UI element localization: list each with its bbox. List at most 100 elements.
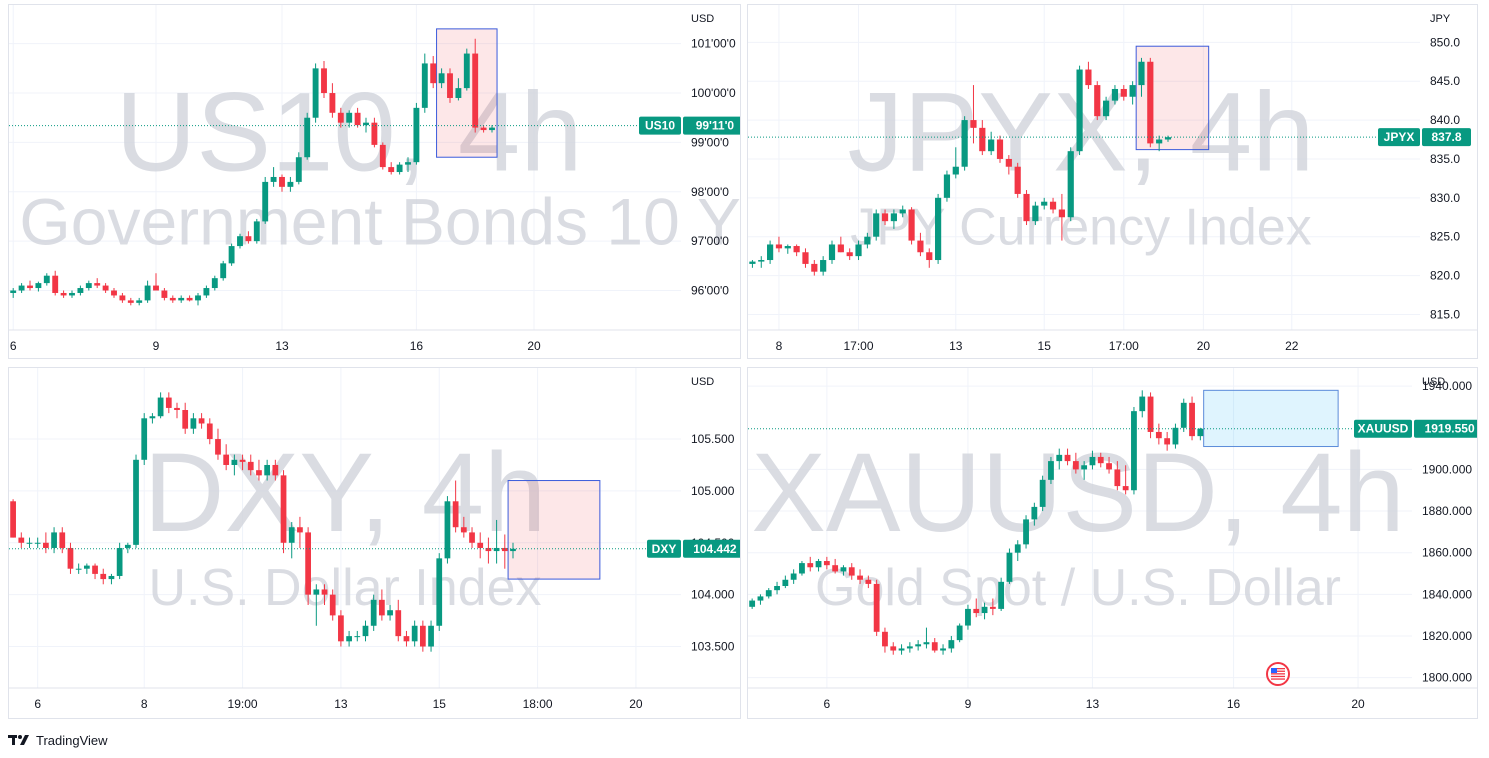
dxy-watermark-title: DXY, 4h <box>144 430 547 555</box>
dxy-highlight-box[interactable] <box>507 480 601 580</box>
candle <box>1031 502 1038 526</box>
us10-last-price-badge <box>683 116 740 135</box>
candle <box>1085 61 1092 89</box>
candle <box>793 244 800 257</box>
candle-body <box>1155 431 1162 439</box>
jpyx-highlight-box[interactable] <box>1135 45 1210 151</box>
candle-body <box>1094 85 1101 117</box>
us10-chart[interactable]: US10, 4hUS Government Bonds 10 YR USD 101'… <box>9 5 741 359</box>
candle <box>1049 197 1057 214</box>
candle-body <box>228 246 235 264</box>
candle <box>846 248 853 261</box>
candle-body <box>411 625 418 642</box>
candle <box>1005 155 1012 175</box>
tradingview-logo-icon <box>8 735 29 745</box>
candle <box>182 402 189 434</box>
candle-body <box>493 547 500 552</box>
x-tick-label: 22 <box>1285 339 1299 353</box>
candle <box>1172 423 1179 449</box>
candle-body <box>828 244 836 261</box>
candle <box>1189 396 1195 441</box>
candle <box>931 638 938 653</box>
x-tick-label: 16 <box>410 339 424 353</box>
candle <box>501 534 508 569</box>
y-tick-label: 1840.000 <box>1422 587 1472 601</box>
x-tick-label: 20 <box>629 697 643 711</box>
candle <box>1097 452 1104 468</box>
candle-body <box>370 599 377 626</box>
candle-body <box>790 573 797 580</box>
candle <box>206 418 213 445</box>
us10-grid <box>9 5 681 330</box>
us10-symbol-badge <box>639 116 681 135</box>
candle-body <box>840 567 847 572</box>
chart-panel-xauusd[interactable]: XAUUSD, 4h Gold Spot / U.S. Dollar USD 1940… <box>747 367 1478 719</box>
candle <box>161 288 168 301</box>
candle-body <box>767 244 774 261</box>
us10-currency-label: USD <box>691 13 714 25</box>
candle-body <box>379 144 386 168</box>
xauusd-highlight-box[interactable] <box>1203 389 1339 448</box>
candle <box>288 522 295 559</box>
candle <box>313 584 320 626</box>
xauusd-price-badge: XAUUSD 1919.550 <box>1354 419 1477 438</box>
candle-body <box>313 589 320 595</box>
candle <box>338 610 344 647</box>
candle-body <box>379 599 385 616</box>
candle <box>337 107 344 128</box>
candle <box>948 635 955 653</box>
candle-body <box>256 470 262 476</box>
us-flag-event-icon[interactable] <box>1266 662 1290 686</box>
candle <box>102 283 109 293</box>
candle-body <box>153 285 159 291</box>
candle-body <box>501 547 508 552</box>
candle-body <box>430 63 437 84</box>
chart-panel-dxy[interactable]: DXY, 4h U.S. Dollar Index USD 105.500 105.00… <box>8 367 741 719</box>
x-tick-label: 13 <box>334 697 348 711</box>
candle <box>970 85 977 144</box>
candle-body <box>108 575 115 580</box>
candle-body <box>1131 411 1137 491</box>
dxy-symbol-badge-text: DXY <box>652 542 677 556</box>
candle <box>354 107 361 128</box>
candle-body <box>190 418 197 429</box>
candle <box>116 542 123 580</box>
chart-panel-us10[interactable]: US10, 4hUS Government Bonds 10 YR USD 101'… <box>8 4 741 359</box>
candle-body <box>1085 69 1092 86</box>
y-tick-label: 850.0 <box>1430 35 1460 49</box>
candle-body <box>899 209 906 214</box>
candle-body <box>272 464 279 476</box>
candle <box>890 642 897 655</box>
candle <box>1014 162 1021 198</box>
candle <box>108 573 115 585</box>
candle <box>133 454 139 548</box>
candle <box>405 157 411 173</box>
candle <box>832 558 839 574</box>
candle <box>304 112 311 160</box>
candle <box>1058 193 1065 241</box>
dxy-currency-label: USD <box>691 376 714 388</box>
chart-panel-jpyx[interactable]: JPYX, 4h JPY Currency Index JPY 850.0 845.0 8… <box>747 4 1478 359</box>
candle-body <box>59 532 66 548</box>
candle-body <box>51 532 57 548</box>
dxy-watermark-subtitle: U.S. Dollar Index <box>148 559 541 617</box>
candle-body <box>1039 479 1046 507</box>
candle-body <box>18 537 25 543</box>
candle-body <box>749 600 756 607</box>
candle-body <box>961 120 968 167</box>
us10-highlight-box[interactable] <box>436 28 498 158</box>
y-tick-label: 1800.000 <box>1422 671 1472 685</box>
candle <box>153 273 159 291</box>
dxy-chart[interactable]: DXY, 4hU.S. Dollar Index USD 105.500 105.00… <box>9 368 741 719</box>
candle-body <box>1097 456 1104 464</box>
candle-body <box>898 648 905 651</box>
candle <box>94 278 101 289</box>
candle <box>141 413 148 465</box>
jpyx-symbol-badge <box>1378 128 1420 147</box>
candle <box>840 565 847 576</box>
y-tick-label: 98'00'0 <box>691 185 729 199</box>
candle-body <box>1072 461 1079 470</box>
candle-body <box>83 565 90 569</box>
